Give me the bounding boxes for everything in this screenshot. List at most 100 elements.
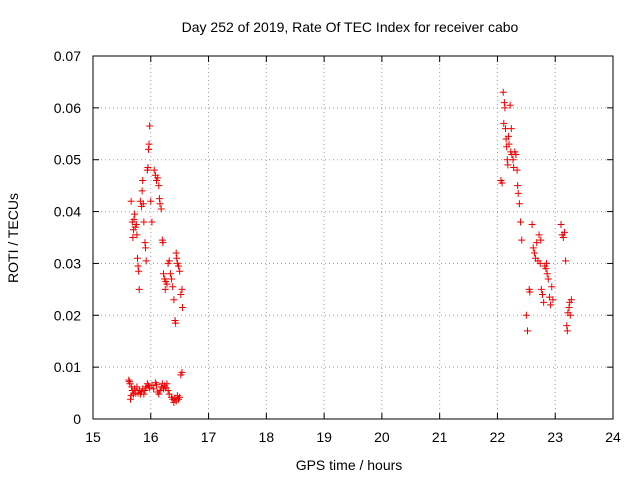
data-point	[135, 285, 143, 293]
data-point	[518, 236, 526, 244]
data-point	[129, 234, 137, 241]
grid	[93, 56, 613, 419]
data-point	[157, 205, 165, 213]
data-point	[139, 176, 147, 184]
data-point	[504, 161, 512, 169]
data-point	[537, 285, 545, 293]
x-tick-label: 18	[259, 429, 275, 445]
y-tick-label: 0	[73, 411, 81, 427]
data-point	[172, 319, 180, 327]
data-point	[161, 285, 169, 293]
data-point	[505, 140, 513, 148]
data-point	[125, 376, 133, 384]
data-point	[528, 221, 536, 229]
data-point	[142, 257, 150, 265]
data-point	[500, 119, 508, 127]
data-point	[144, 145, 152, 153]
data-point	[150, 385, 158, 393]
data-point	[134, 262, 142, 270]
data-point	[542, 265, 550, 273]
data-point	[133, 231, 141, 239]
data-point	[168, 275, 176, 283]
data-point	[150, 166, 158, 174]
data-point	[148, 218, 156, 226]
y-tick-label: 0.06	[54, 100, 81, 116]
data-point	[563, 322, 571, 330]
data-point	[176, 393, 184, 401]
data-point	[499, 88, 507, 96]
data-point	[169, 283, 177, 291]
data-point	[163, 280, 171, 288]
y-tick-label: 0.01	[54, 359, 81, 375]
data-point	[165, 257, 173, 265]
x-tick-label: 16	[143, 429, 159, 445]
data-point	[535, 231, 543, 239]
data-point	[506, 101, 514, 109]
data-point	[514, 182, 522, 190]
data-point	[170, 296, 178, 304]
data-point	[159, 239, 167, 247]
data-point	[517, 218, 525, 226]
data-point	[164, 386, 172, 394]
x-tick-label: 23	[547, 429, 563, 445]
data-point	[130, 215, 138, 223]
data-point	[543, 259, 551, 267]
data-point	[172, 249, 180, 257]
data-point	[139, 200, 147, 208]
y-tick-label: 0.04	[54, 204, 81, 220]
data-point	[533, 239, 541, 247]
data-point	[557, 221, 565, 229]
data-point	[166, 270, 174, 278]
data-point	[138, 187, 146, 195]
y-tick-label: 0.03	[54, 255, 81, 271]
data-point	[504, 132, 512, 140]
x-axis-label: GPS time / hours	[296, 457, 403, 473]
data-point	[500, 99, 508, 107]
data-point	[127, 395, 135, 403]
data-point	[132, 221, 140, 229]
data-point	[539, 291, 547, 299]
axis-ticks	[92, 55, 614, 420]
x-tick-label: 24	[605, 429, 621, 445]
data-point	[142, 244, 150, 252]
data-point	[526, 288, 534, 296]
data-point	[562, 257, 570, 265]
data-point	[131, 210, 139, 218]
data-point	[560, 228, 568, 236]
data-point	[175, 262, 183, 270]
y-tick-label: 0.02	[54, 307, 81, 323]
data-point	[127, 197, 135, 205]
data-point	[133, 383, 141, 391]
x-tick-label: 21	[432, 429, 448, 445]
data-point	[544, 275, 552, 283]
data-point	[135, 267, 143, 275]
data-point	[540, 298, 548, 306]
data-point	[156, 200, 164, 208]
x-tick-label: 17	[201, 429, 217, 445]
data-point	[509, 156, 517, 164]
data-point	[549, 296, 557, 304]
tick-labels: 15 16 17 18 19 20 21 22 23 24 0 0.01 0.02 0.03 0.04 0.0…	[54, 48, 621, 445]
data-point	[523, 327, 531, 335]
plot-frame	[92, 55, 614, 420]
data-point	[522, 311, 530, 319]
data-point	[501, 104, 509, 112]
data-point	[133, 254, 141, 262]
data-point	[153, 381, 161, 389]
data-point	[507, 125, 515, 133]
x-tick-label: 19	[316, 429, 332, 445]
data-point	[537, 236, 545, 244]
data-point	[515, 200, 523, 208]
data-point	[548, 283, 556, 291]
x-tick-label: 22	[490, 429, 506, 445]
y-tick-label: 0.05	[54, 152, 81, 168]
data-point	[512, 151, 520, 159]
data-point	[155, 390, 163, 398]
chart-title: Day 252 of 2019, Rate Of TEC Index for r…	[182, 19, 519, 35]
y-tick-label: 0.07	[54, 48, 81, 64]
data-point	[155, 182, 163, 190]
data-point	[146, 122, 154, 130]
data-points	[125, 88, 575, 406]
data-point	[179, 304, 187, 312]
